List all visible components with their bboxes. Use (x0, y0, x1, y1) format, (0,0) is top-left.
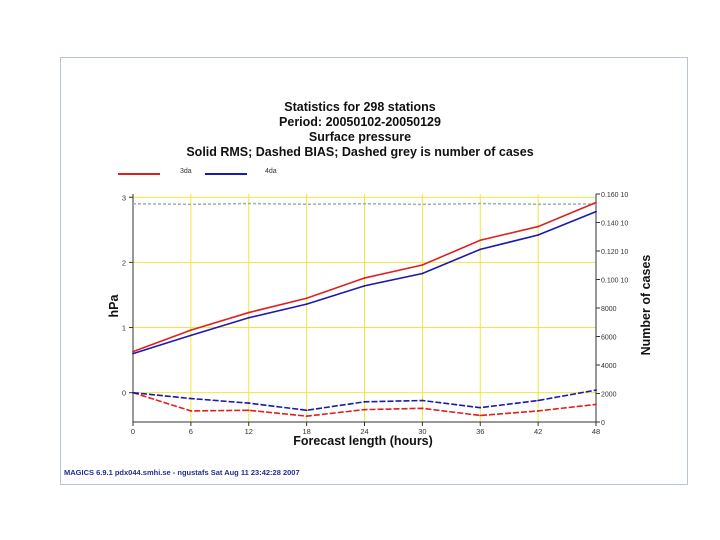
data-point-4da-bias (305, 409, 308, 412)
data-point-3da-bias (479, 414, 482, 417)
data-point-3da-bias (305, 415, 308, 418)
data-point-4da-bias (421, 399, 424, 402)
data-point-4da-rms (595, 210, 597, 213)
x-axis-ticks: 0 6 12 18 24 30 36 42 48 (131, 422, 600, 436)
grid-lines (133, 194, 596, 422)
footer-text: MAGICS 6.9.1 pdx044.smhi.se - ngustafs S… (64, 468, 300, 477)
x-tick-label: 0 (131, 427, 135, 436)
x-axis-label: Forecast length (hours) (293, 434, 433, 448)
data-point-3da-bias (421, 407, 424, 410)
x-tick-label: 12 (245, 427, 253, 436)
data-point-3da-bias (595, 403, 597, 406)
y2-tick-label: 2000 (601, 392, 617, 399)
data-point-3da-bias (247, 409, 250, 412)
data-point-3da-rms (595, 201, 597, 204)
data-point-4da-bias (189, 397, 192, 400)
data-point-4da-bias (479, 406, 482, 409)
data-point-3da-rms (305, 297, 308, 300)
x-tick-label: 42 (534, 427, 542, 436)
chart-title-line1: Statistics for 298 stations (284, 100, 436, 114)
data-point-4da-rms (132, 352, 134, 355)
y2-tick-label: 4000 (601, 363, 617, 370)
data-point-4da-rms (189, 334, 192, 337)
data-point-4da-bias (595, 389, 597, 391)
data-point-3da-rms (189, 329, 192, 332)
y-axis-ticks: 3 2 1 0 (122, 193, 133, 398)
x-tick-label: 36 (476, 427, 484, 436)
data-point-4da-rms (305, 303, 308, 305)
y-tick-label: 3 (122, 193, 126, 202)
data-point-4da-bias (537, 399, 540, 402)
data-point-3da-rms (363, 277, 366, 279)
series-layer (132, 201, 597, 418)
data-point-3da-rms (247, 311, 250, 314)
data-point-3da-rms (537, 225, 540, 228)
data-point-3da-bias (189, 410, 192, 412)
x-tick-label: 24 (360, 427, 368, 436)
y2-tick-label: 8000 (601, 306, 617, 313)
data-point-3da-bias (363, 408, 366, 411)
y-tick-label: 0 (122, 389, 126, 398)
data-point-4da-rms (537, 234, 540, 236)
data-point-4da-rms (363, 284, 366, 287)
y2-tick-label: 6000 (601, 335, 617, 342)
data-point-4da-bias (247, 402, 250, 405)
data-point-4da-rms (247, 316, 250, 319)
data-point-4da-rms (421, 272, 424, 275)
y-tick-label: 1 (122, 324, 126, 333)
series-number-of-cases (132, 202, 597, 206)
y2-tick-label: 0 (601, 420, 605, 427)
x-tick-label: 48 (592, 427, 600, 436)
y-axis-label: hPa (107, 293, 121, 317)
x-tick-label: 18 (302, 427, 310, 436)
legend-label-3da: 3da (180, 168, 192, 175)
chart-frame (60, 57, 688, 485)
y2-tick-label: 0.120 10 (601, 249, 628, 256)
y2-axis-label: Number of cases (639, 255, 653, 356)
data-point-3da-rms (132, 350, 134, 353)
data-point-4da-bias (132, 391, 134, 394)
x-tick-label: 6 (189, 427, 193, 436)
y2-tick-label: 0.100 10 (601, 278, 628, 285)
y-tick-label: 2 (122, 258, 126, 267)
data-point-3da-rms (421, 264, 424, 266)
y2-tick-label: 0.140 10 (601, 221, 628, 228)
y2-axis-ticks: 0.160 10 0.140 10 0.120 10 0.100 10 8000 6000… (596, 192, 628, 427)
data-point-3da-rms (479, 239, 482, 242)
chart-title-line4: Solid RMS; Dashed BIAS; Dashed grey is n… (186, 145, 534, 159)
chart-title-line2: Period: 20050102-20050129 (279, 115, 441, 129)
legend-line-3da (118, 173, 160, 175)
chart-title-line3: Surface pressure (308, 130, 412, 144)
x-tick-label: 30 (418, 427, 426, 436)
data-point-4da-bias (363, 400, 366, 403)
data-point-3da-bias (537, 410, 540, 412)
data-point-4da-rms (479, 248, 482, 251)
y2-tick-label: 0.160 10 (601, 192, 628, 199)
legend-line-4da (205, 173, 247, 175)
legend-label-4da: 4da (265, 168, 277, 175)
